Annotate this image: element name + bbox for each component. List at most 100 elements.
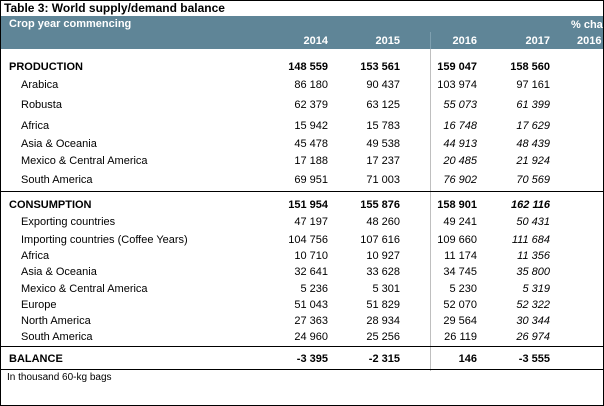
table-row: Robusta 62 379 63 125 55 073 61 399 11 — [1, 97, 603, 114]
header-separator — [430, 32, 431, 49]
row-value: 155 876 — [360, 199, 400, 211]
row-label: Exporting countries — [21, 216, 116, 228]
rule-balance-top — [1, 346, 603, 347]
row-value: 158 901 — [437, 199, 477, 211]
row-value: 90 437 — [366, 79, 400, 91]
row-value: 29 564 — [443, 315, 477, 327]
row-value: 162 116 — [511, 199, 550, 211]
row-value: 153 561 — [360, 61, 400, 73]
row-label: Arabica — [21, 79, 59, 91]
table-row: Mexico & Central America 5 236 5 301 5 230 5… — [1, 281, 603, 298]
row-percent-change: 3 — [583, 266, 603, 278]
table-row: Africa 15 942 15 783 16 748 17 629 5 — [1, 118, 603, 135]
row-value: 45 478 — [294, 138, 328, 150]
header-year-2016: 2016 — [452, 35, 477, 47]
table-row: South America 69 951 71 003 76 902 70 569 -8 — [1, 172, 603, 189]
row-value: 27 363 — [294, 315, 328, 327]
row-value: 32 641 — [294, 266, 328, 278]
header-percent-change: % cha — [571, 19, 603, 31]
row-label: Asia & Oceania — [21, 138, 97, 150]
row-percent-change: 11 — [583, 99, 603, 111]
row-value: -3 555 — [518, 353, 550, 365]
rule-balance-bottom — [1, 369, 603, 370]
row-value: 15 942 — [294, 120, 328, 132]
row-value: 71 003 — [366, 174, 400, 186]
table-title: Table 3: World supply/demand balance — [4, 1, 225, 15]
row-value: 5 230 — [449, 283, 477, 295]
row-value: 34 745 — [443, 266, 477, 278]
row-label: Importing countries (Coffee Years) — [21, 234, 188, 246]
table-row: BALANCE -3 395 -2 315 146 -3 555 — [1, 351, 603, 368]
table-row: Asia & Oceania 45 478 49 538 44 913 48 439 7 — [1, 136, 603, 153]
row-value: 35 800 — [516, 266, 550, 278]
row-value: 21 924 — [516, 155, 550, 167]
row-value: 109 660 — [437, 234, 477, 246]
row-percent-change: 2 — [583, 199, 603, 211]
header-percent-year: 2016 — [577, 35, 602, 47]
row-value: 61 399 — [516, 99, 550, 111]
row-value: 26 119 — [444, 331, 477, 343]
row-value: 5 301 — [372, 283, 400, 295]
row-value: 17 237 — [366, 155, 400, 167]
row-percent-change: 0 — [583, 299, 603, 311]
row-percent-change: 1 — [583, 283, 603, 295]
table-row: Europe 51 043 51 829 52 070 52 322 0 — [1, 297, 603, 314]
row-value: 62 379 — [294, 99, 328, 111]
table-row: South America 24 960 25 256 26 119 26 974 3 — [1, 329, 603, 346]
row-value: 28 934 — [366, 315, 400, 327]
row-percent-change: 2 — [583, 216, 603, 228]
row-percent-change: -8 — [583, 174, 603, 186]
row-value: 55 073 — [443, 99, 477, 111]
row-label: Mexico & Central America — [21, 155, 148, 167]
table-note: In thousand 60-kg bags — [7, 372, 112, 383]
table-row: North America 27 363 28 934 29 564 30 344 2 — [1, 313, 603, 330]
row-value: 10 927 — [366, 250, 400, 262]
row-value: 11 356 — [517, 250, 550, 262]
header-year-2017: 2017 — [525, 35, 550, 47]
row-value: 26 974 — [516, 331, 550, 343]
row-value: 17 188 — [294, 155, 328, 167]
table-row: Africa 10 710 10 927 11 174 11 356 1 — [1, 248, 603, 265]
row-percent-change: 5 — [583, 120, 603, 132]
row-percent-change: 7 — [583, 155, 603, 167]
column-divider — [430, 49, 431, 371]
row-value: 86 180 — [294, 79, 328, 91]
header-caption: Crop year commencing — [9, 18, 132, 30]
row-label: Europe — [21, 299, 57, 311]
row-value: 49 241 — [443, 216, 477, 228]
row-percent-change: 1 — [583, 234, 603, 246]
row-value: 47 197 — [294, 216, 328, 228]
row-label: BALANCE — [9, 353, 63, 365]
row-value: 151 954 — [288, 199, 328, 211]
row-value: 5 319 — [522, 283, 550, 295]
table-row: Arabica 86 180 90 437 103 974 97 161 -6 — [1, 77, 603, 94]
row-value: 51 043 — [294, 299, 328, 311]
row-value: 158 560 — [510, 61, 550, 73]
row-label: Mexico & Central America — [21, 283, 148, 295]
row-value: 11 174 — [444, 250, 477, 262]
row-value: 16 748 — [443, 120, 477, 132]
table-row: Importing countries (Coffee Years) 104 75… — [1, 232, 603, 249]
row-value: 159 047 — [437, 61, 477, 73]
row-percent-change: 3 — [583, 331, 603, 343]
table-row: Exporting countries 47 197 48 260 49 241 50 … — [1, 214, 603, 231]
row-value: -3 395 — [296, 353, 328, 365]
row-value: 70 569 — [516, 174, 550, 186]
table-row: PRODUCTION 148 559 153 561 159 047 158 560 -0 — [1, 59, 603, 76]
row-value: 30 344 — [516, 315, 550, 327]
row-value: -2 315 — [368, 353, 400, 365]
row-value: 49 538 — [366, 138, 400, 150]
row-percent-change: 2 — [583, 315, 603, 327]
row-value: 5 236 — [300, 283, 328, 295]
row-value: 76 902 — [443, 174, 477, 186]
row-percent-change: 7 — [583, 138, 603, 150]
row-value: 146 — [458, 353, 477, 365]
row-value: 50 431 — [516, 216, 550, 228]
row-value: 48 260 — [366, 216, 400, 228]
row-value: 148 559 — [288, 61, 328, 73]
row-value: 15 783 — [366, 120, 400, 132]
row-value: 24 960 — [294, 331, 328, 343]
row-value: 20 485 — [443, 155, 477, 167]
rule-consumption — [1, 191, 603, 192]
